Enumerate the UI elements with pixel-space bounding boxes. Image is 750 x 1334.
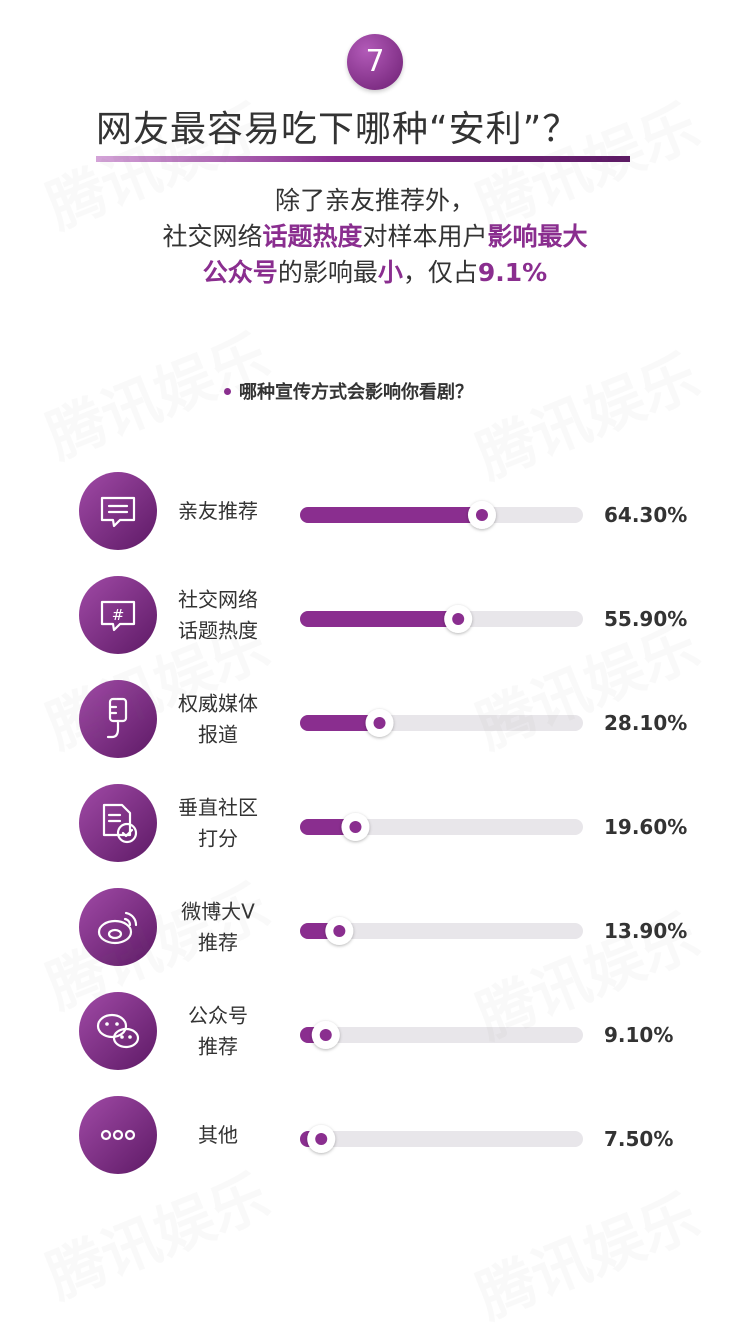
title-underline — [96, 156, 630, 162]
bar-end-knob — [444, 605, 473, 633]
chart-row: 公众号推荐 9.10% — [79, 992, 673, 1070]
chart-row: 微博大V 推荐 13.90% — [79, 888, 687, 966]
svg-text:#: # — [112, 606, 125, 624]
chart-question: 哪种宣传方式会影响你看剧？ — [224, 378, 473, 404]
bar — [300, 507, 482, 523]
value-label: 9.10% — [604, 1023, 673, 1047]
value-label: 13.90% — [604, 919, 687, 943]
category-label: 其他 — [198, 1123, 238, 1147]
wechat-icon — [79, 992, 157, 1070]
weibo-icon — [79, 888, 157, 966]
bar — [300, 819, 356, 835]
chart-question-text: 哪种宣传方式会影响你看剧？ — [239, 382, 473, 403]
bar-end-knob — [467, 501, 496, 529]
category-label: 亲友推荐 — [178, 499, 258, 523]
bar-end-knob — [311, 1021, 340, 1049]
bar-end-knob — [365, 709, 394, 737]
bar — [300, 715, 380, 731]
chart-row: 亲友推荐 64.30% — [79, 472, 687, 550]
document-check-icon — [79, 784, 157, 862]
page-title: 网友最容易吃下哪种“安利”？ — [96, 109, 580, 150]
bar — [300, 611, 459, 627]
category-label: 微博大V 推荐 — [181, 900, 255, 955]
bar-track — [300, 1027, 583, 1043]
bar-track — [300, 819, 583, 835]
more-dots-icon — [79, 1096, 157, 1174]
chat-bubble-icon — [79, 472, 157, 550]
value-label: 55.90% — [604, 607, 687, 631]
microphone-icon — [79, 680, 157, 758]
category-label: 权威媒体报道 — [178, 692, 258, 747]
value-label: 19.60% — [604, 815, 687, 839]
bar-end-knob — [307, 1125, 336, 1153]
chart-row: 权威媒体报道 28.10% — [79, 680, 687, 758]
chart-row: 垂直社区打分 19.60% — [79, 784, 687, 862]
summary-line-3: 公众号的影响最小，仅占9.1% — [202, 258, 548, 287]
chart-row: 其他 7.50% — [79, 1096, 673, 1174]
hashtag-bubble-icon: # — [79, 576, 157, 654]
category-label: 垂直社区打分 — [178, 796, 258, 851]
bar-track — [300, 923, 583, 939]
summary-text: 除了亲友推荐外， 社交网络话题热度对样本用户影响最大 公众号的影响最小，仅占9.… — [0, 183, 750, 291]
chart-row: # 社交网络话题热度 55.90% — [79, 576, 687, 654]
bullet-dot — [224, 387, 231, 395]
value-label: 7.50% — [604, 1127, 673, 1151]
value-label: 28.10% — [604, 711, 687, 735]
bar-end-knob — [325, 917, 354, 945]
summary-line-2: 社交网络话题热度对样本用户影响最大 — [162, 222, 588, 251]
summary-line-1: 除了亲友推荐外， — [274, 186, 475, 215]
value-label: 64.30% — [604, 503, 687, 527]
category-label: 公众号推荐 — [188, 1004, 248, 1059]
bar-track — [300, 1131, 583, 1147]
section-number-badge: 7 — [347, 34, 403, 90]
bar-end-knob — [341, 813, 370, 841]
category-label: 社交网络话题热度 — [178, 588, 258, 643]
